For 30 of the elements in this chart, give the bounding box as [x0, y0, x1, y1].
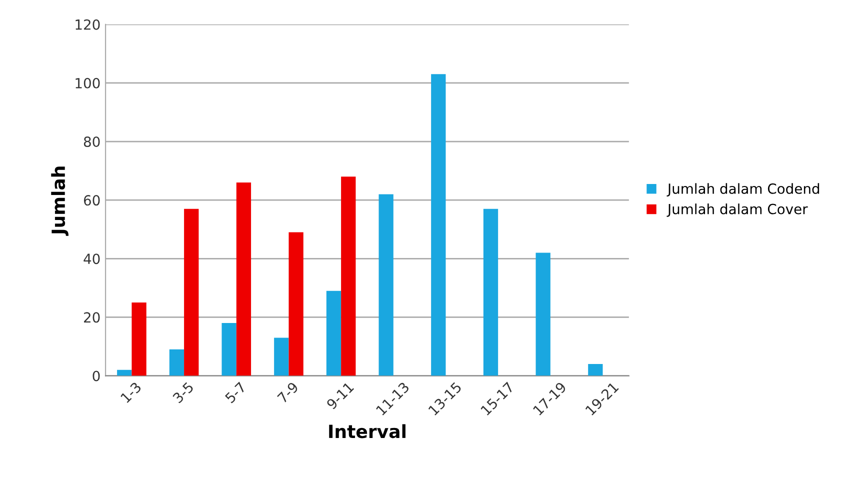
y-axis-title: Jumlah: [51, 166, 68, 236]
legend-label: Jumlah dalam Cover: [666, 204, 808, 217]
y-tick-label: 80: [84, 136, 100, 147]
bar: [236, 182, 252, 376]
bar: [184, 208, 199, 376]
y-tick-label: 0: [92, 370, 100, 382]
y-tick-label: 120: [76, 19, 100, 30]
x-tick-label: 5-7: [224, 382, 246, 404]
bar: [132, 302, 146, 376]
x-tick-label: 1-3: [120, 382, 142, 404]
y-tick-label: 20: [84, 312, 100, 323]
bar: [483, 208, 498, 376]
y-tick-label: 100: [76, 78, 100, 88]
bar: [288, 232, 304, 376]
bar: [431, 74, 446, 376]
x-tick-label: 3-5: [172, 382, 194, 404]
bar: [378, 194, 394, 376]
bar: [169, 349, 184, 376]
y-tick-label: 40: [84, 254, 100, 264]
x-axis-title: Interval: [329, 424, 406, 438]
bar: [222, 323, 236, 376]
bar: [326, 290, 342, 376]
bar: [536, 252, 550, 376]
legend-label: Jumlah dalam Codend: [666, 183, 820, 196]
y-tick-label: 60: [84, 195, 100, 206]
bar: [274, 338, 289, 376]
bar: [341, 176, 356, 376]
bar: [117, 370, 132, 376]
x-tick-label: 7-9: [276, 381, 299, 404]
bar: [588, 364, 603, 376]
